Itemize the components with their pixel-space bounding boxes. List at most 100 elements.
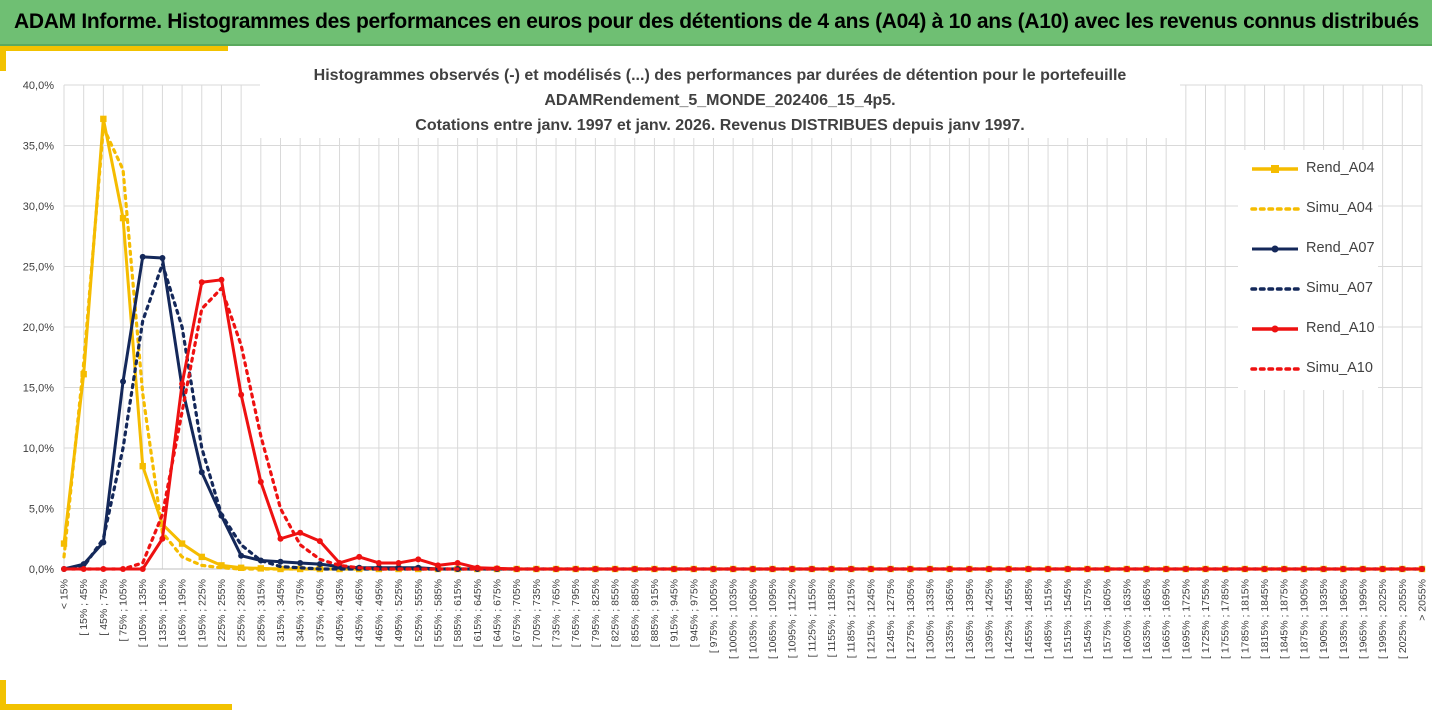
x-tick-label: [ 1365% ; 1395% xyxy=(964,579,976,659)
x-tick-label: [ 1335% ; 1365% xyxy=(944,579,956,659)
y-tick-label: 30,0% xyxy=(23,201,54,213)
x-tick-label: [ 1665% ; 1695% xyxy=(1161,579,1173,659)
legend-swatch-rend-a04 xyxy=(1252,165,1298,173)
x-tick-label: [ 585% ; 615% xyxy=(452,579,464,647)
series-simu-a10 xyxy=(62,286,1424,571)
series-line xyxy=(62,262,1424,571)
x-tick-label: [ 1575% ; 1605% xyxy=(1102,579,1114,659)
data-point xyxy=(139,253,146,260)
data-point xyxy=(139,462,146,470)
x-tick-label: [ 285% ; 315% xyxy=(255,579,267,647)
x-tick-label: [ 675% ; 705% xyxy=(511,579,523,647)
data-point xyxy=(159,255,166,262)
x-tick-label: [ 735% ; 765% xyxy=(551,579,563,647)
x-tick-label: [ 105% ; 135% xyxy=(137,579,149,647)
x-tick-label: [ 1815% ; 1845% xyxy=(1259,579,1271,659)
x-tick-label: [ 525% ; 555% xyxy=(413,579,425,647)
x-tick-label: [ 1995% ; 2025% xyxy=(1377,579,1389,659)
x-tick-label: [ 375% ; 405% xyxy=(314,579,326,647)
data-point xyxy=(238,552,245,559)
x-tick-label: [ 1905% ; 1935% xyxy=(1318,579,1330,659)
y-tick-label: 5,0% xyxy=(29,504,54,516)
x-tick-label: [ 45% ; 75% xyxy=(98,579,110,636)
y-tick-label: 0,0% xyxy=(29,564,54,576)
x-tick-label: [ 1005% ; 1035% xyxy=(728,579,740,659)
x-tick-label: [ 2025% ; 2055% xyxy=(1397,579,1409,659)
data-point xyxy=(120,378,127,385)
y-tick-label: 10,0% xyxy=(23,443,54,455)
x-axis-ticks: < 15% [ 15% ; 45% [ 45% ; 75% [ 75% ; 105% [… xyxy=(59,579,1429,659)
data-point xyxy=(179,380,186,387)
x-tick-label: [ 15% ; 45% xyxy=(78,579,90,636)
x-tick-label: [ 1755% ; 1785% xyxy=(1220,579,1232,659)
series-line xyxy=(63,255,1422,571)
legend-swatch-simu-a04 xyxy=(1250,207,1300,211)
x-tick-label: [ 1185% ; 1215% xyxy=(846,579,858,658)
x-tick-label: [ 1245% ; 1275% xyxy=(885,579,897,659)
x-tick-label: [ 555% ; 585% xyxy=(432,579,444,647)
x-tick-label: [ 645% ; 675% xyxy=(491,579,503,647)
data-point xyxy=(238,391,245,398)
chart-legend: Rend_A04 Simu_A04 Rend_A07 Simu_A07 xyxy=(1238,150,1378,390)
chart-title-line-2: ADAMRendement_5_MONDE_202406_15_4p5. xyxy=(544,92,896,109)
chart-title-line-1: Histogrammes observés (-) et modélisés (… xyxy=(313,67,1127,84)
data-point xyxy=(178,540,186,547)
x-tick-label: [ 1035% ; 1065% xyxy=(747,579,759,659)
data-point xyxy=(769,566,776,572)
legend-item-simu-a04: Simu_A04 xyxy=(1250,199,1380,219)
data-point xyxy=(375,559,382,566)
x-tick-label: [ 705% ; 735% xyxy=(531,579,543,647)
x-tick-label: [ 1845% ; 1875% xyxy=(1279,579,1291,659)
legend-label-simu-a04: Simu_A04 xyxy=(1306,200,1373,216)
data-point xyxy=(1241,566,1248,572)
x-tick-label: [ 255% ; 285% xyxy=(236,579,248,647)
legend-item-rend-a10: Rend_A10 xyxy=(1250,319,1380,339)
x-tick-label: [ 1395% ; 1425% xyxy=(984,579,996,659)
x-tick-label: [ 1635% ; 1665% xyxy=(1141,579,1153,659)
accent-bar-left-top xyxy=(0,46,6,71)
x-tick-label: [ 135% ; 165% xyxy=(157,579,169,647)
x-tick-label: [ 1425% ; 1455% xyxy=(1003,579,1015,659)
data-point xyxy=(297,559,304,566)
legend-label-simu-a07: Simu_A07 xyxy=(1306,280,1373,296)
x-tick-label: [ 1095% ; 1125% xyxy=(787,579,799,658)
x-tick-label: [ 615% ; 645% xyxy=(472,579,484,647)
data-point xyxy=(434,562,441,569)
x-tick-label: [ 975% ; 1005% xyxy=(708,579,720,653)
data-point xyxy=(1025,566,1032,572)
x-tick-label: [ 315% ; 345% xyxy=(275,579,287,647)
x-tick-label: [ 1725% ; 1755% xyxy=(1200,579,1212,659)
x-tick-label: [ 1605% ; 1635% xyxy=(1121,579,1133,659)
y-tick-label: 35,0% xyxy=(23,141,54,153)
legend-swatch-simu-a07 xyxy=(1250,287,1300,291)
legend-item-rend-a04: Rend_A04 xyxy=(1250,159,1380,179)
series-line xyxy=(62,286,1424,571)
x-tick-label: [ 405% ; 435% xyxy=(334,579,346,647)
series-lines xyxy=(60,115,1426,573)
data-point xyxy=(316,561,323,568)
data-point xyxy=(553,566,560,572)
data-point xyxy=(100,115,107,123)
y-tick-label: 20,0% xyxy=(23,322,54,334)
series-simu-a07 xyxy=(62,262,1424,571)
x-tick-label: [ 165% ; 195% xyxy=(177,579,189,647)
series-rend-a10 xyxy=(61,276,1425,572)
header-bar: ADAM Informe. Histogrammes des performan… xyxy=(0,0,1432,46)
y-axis-ticks: 0,0% 5,0% 10,0% 15,0% 20,0% 25,0% 30,0% 35,0% 40… xyxy=(23,80,54,576)
data-point xyxy=(218,276,225,283)
page-title: ADAM Informe. Histogrammes des performan… xyxy=(14,10,1419,33)
x-tick-label: [ 1065% ; 1095% xyxy=(767,579,779,659)
series-line xyxy=(64,278,1422,571)
x-tick-label: [ 1275% ; 1305% xyxy=(905,579,917,659)
data-point xyxy=(257,478,264,485)
data-point xyxy=(139,566,146,572)
legend-item-simu-a07: Simu_A07 xyxy=(1250,279,1380,299)
x-tick-label: < 15% xyxy=(59,579,71,609)
x-tick-label: [ 1215% ; 1245% xyxy=(865,579,877,659)
x-tick-label: [ 195% ; 225% xyxy=(196,579,208,647)
legend-label-rend-a04: Rend_A04 xyxy=(1306,160,1375,176)
y-tick-label: 15,0% xyxy=(23,383,54,395)
legend-label-rend-a07: Rend_A07 xyxy=(1306,240,1375,256)
